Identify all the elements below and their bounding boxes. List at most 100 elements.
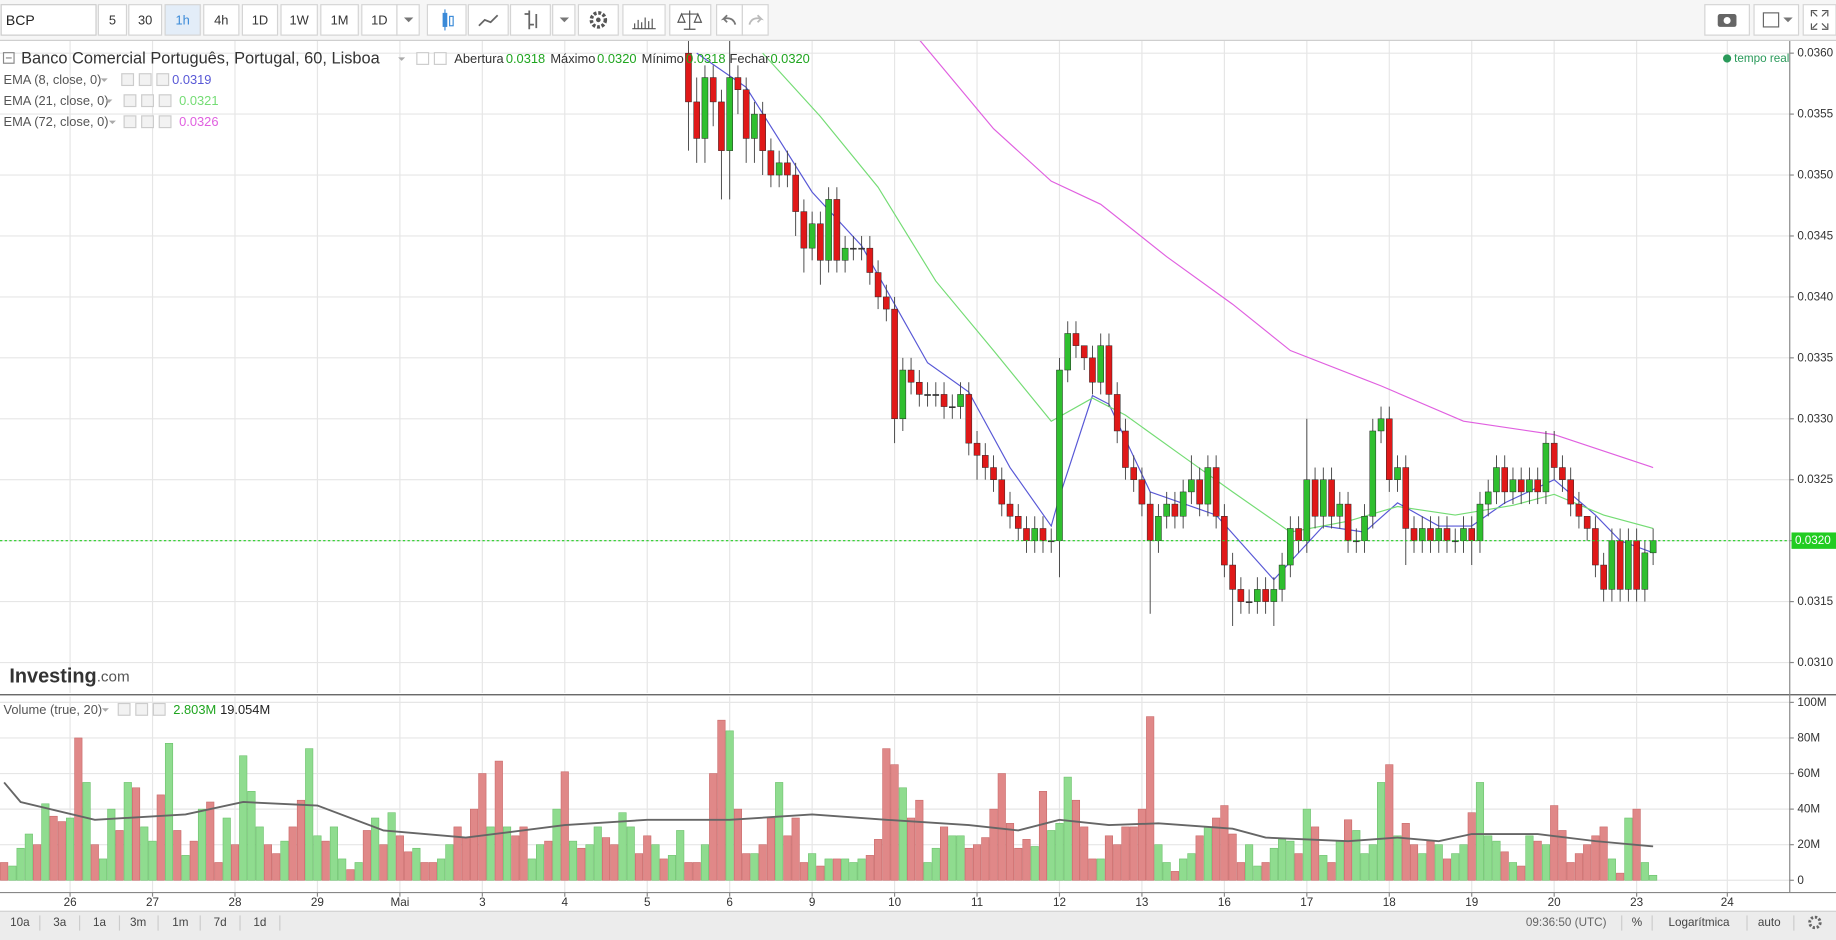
volume-bar <box>750 853 759 881</box>
volume-bar <box>1212 817 1221 881</box>
candle-body <box>916 381 923 395</box>
volume-bar <box>1302 808 1311 881</box>
candle-body <box>808 223 816 249</box>
volume-bar <box>0 862 9 881</box>
volume-ma-value: 19.054M <box>220 702 270 717</box>
volume-bar <box>923 862 932 881</box>
bars-button[interactable] <box>509 4 551 36</box>
volume-bar <box>272 853 281 881</box>
legend-icon[interactable] <box>135 702 149 716</box>
volume-bar <box>766 817 775 881</box>
volume-bar <box>437 858 446 881</box>
candle-body <box>1080 345 1088 359</box>
interval-button[interactable] <box>203 4 240 36</box>
volume-bar <box>395 835 404 881</box>
candle-body <box>1567 479 1574 505</box>
candle-body <box>734 77 742 90</box>
interval-button[interactable] <box>241 4 279 36</box>
volume-bar <box>346 869 355 881</box>
volume-bar <box>123 782 132 881</box>
candle-body <box>1229 564 1236 590</box>
candle-body <box>1501 467 1508 493</box>
readout-label: Mínimo <box>642 51 684 66</box>
volume-title: Volume (true, 20) <box>4 702 103 717</box>
y-tick-label: 0.0330 <box>1797 412 1833 425</box>
volume-bar <box>568 840 578 881</box>
indicators-button[interactable] <box>622 4 666 36</box>
volume-bar <box>1014 847 1023 881</box>
caret <box>403 17 414 23</box>
undo-button[interactable] <box>716 4 743 36</box>
interval-button[interactable] <box>164 4 201 36</box>
volume-bar <box>1311 826 1320 881</box>
fullscreen-button[interactable] <box>1802 4 1836 36</box>
volume-bar <box>1459 844 1468 881</box>
volume-bar <box>964 847 973 881</box>
candle-body <box>1369 430 1377 517</box>
volume-bar <box>1475 782 1485 881</box>
candle-body <box>1435 528 1443 541</box>
legend-icon[interactable] <box>123 115 137 129</box>
y-tick-label: 0.0355 <box>1797 108 1833 121</box>
percent-toggle[interactable]: % <box>1632 916 1642 929</box>
volume-bar <box>239 755 248 881</box>
line-button[interactable] <box>467 4 509 36</box>
candle-body <box>1105 345 1113 395</box>
legend-icon[interactable] <box>158 94 172 108</box>
volume-bar <box>1154 844 1163 881</box>
interval-button[interactable] <box>97 4 128 36</box>
x-tick-label: 12 <box>1053 896 1066 909</box>
volume-bar <box>247 791 256 881</box>
candle-body <box>1550 442 1558 468</box>
legend-icon[interactable] <box>141 94 154 108</box>
volume-bar <box>1071 799 1081 881</box>
legend-icon[interactable] <box>121 73 135 87</box>
interval-label: 1M <box>331 12 349 27</box>
candle-body <box>1155 516 1162 541</box>
y-tick-label: 40M <box>1797 803 1820 816</box>
redo-button[interactable] <box>741 4 769 36</box>
volume-bar <box>1368 844 1377 881</box>
legend-icon[interactable] <box>433 52 447 65</box>
log-toggle[interactable]: Logarítmica <box>1668 916 1730 929</box>
legend-icon[interactable] <box>138 73 152 87</box>
x-tick-label: 27 <box>146 896 159 909</box>
candle-body <box>1410 528 1418 541</box>
volume-bar <box>41 803 50 881</box>
interval-button[interactable] <box>128 4 163 36</box>
volume-bar <box>33 844 42 881</box>
icon <box>1810 9 1829 30</box>
layout-button[interactable] <box>1753 4 1800 36</box>
candle-body <box>1443 528 1451 541</box>
candle-body <box>907 369 915 383</box>
auto-toggle[interactable]: auto <box>1758 916 1781 929</box>
volume-bar <box>404 851 413 881</box>
volume-bar <box>1550 805 1559 881</box>
candle-body <box>1163 503 1170 517</box>
candle-body <box>1311 479 1319 517</box>
legend-icon[interactable] <box>123 94 137 108</box>
candle-body <box>726 77 733 151</box>
interval-button[interactable] <box>280 4 318 36</box>
candle-body <box>1089 357 1096 383</box>
readout-label: Máximo <box>550 51 595 66</box>
candle-body <box>973 442 981 456</box>
settings-icon[interactable] <box>1808 915 1822 930</box>
legend-icon[interactable] <box>158 115 172 129</box>
legend-icon[interactable] <box>117 702 131 716</box>
legend-icon[interactable] <box>416 52 430 65</box>
candle-body <box>1649 540 1657 554</box>
candle-body <box>949 406 956 409</box>
legend-icon[interactable] <box>152 702 166 716</box>
symbol-input[interactable] <box>0 4 97 36</box>
candle-body <box>1188 479 1195 493</box>
candle-body <box>981 455 989 468</box>
legend-icon[interactable] <box>141 115 154 129</box>
volume-bar <box>684 862 693 881</box>
candle-body <box>1468 528 1476 541</box>
candle-body <box>1171 503 1179 517</box>
interval-button[interactable] <box>320 4 359 36</box>
volume-bar <box>1179 858 1188 881</box>
legend-icon[interactable] <box>156 73 170 87</box>
